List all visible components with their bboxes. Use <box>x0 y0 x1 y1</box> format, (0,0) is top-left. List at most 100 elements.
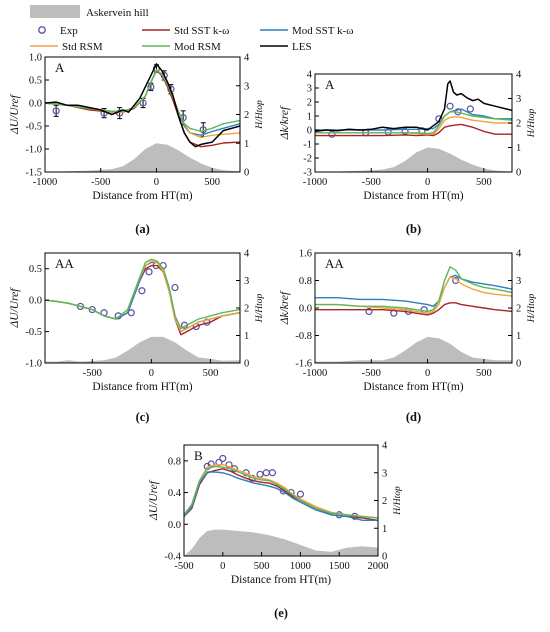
y-tick-label: -1.0 <box>25 359 42 370</box>
y-axis-label: Δk/kref <box>279 105 291 140</box>
y-tick-label: -1.5 <box>25 168 42 179</box>
x-tick-label: -500 <box>91 177 110 188</box>
y-tick-label: -0.4 <box>164 552 181 563</box>
legend-swatch-hill <box>30 5 80 18</box>
panel-label: B <box>194 448 203 463</box>
exp-point <box>88 305 96 314</box>
exp-point <box>145 268 153 276</box>
y-axis-label: ΔU/Uref <box>148 479 160 521</box>
y2-tick-label: 0 <box>382 552 387 563</box>
series-line-les <box>45 63 240 148</box>
hill-area <box>45 143 240 172</box>
y-tick-label: 2 <box>307 98 312 109</box>
series-line-mod-rsm <box>45 258 240 330</box>
panels: -1000 -500 0 500-1.5-1.0-0.50.00.51.001234D… <box>9 53 537 621</box>
y2-tick-label: 1 <box>244 139 249 150</box>
plot-area <box>315 80 512 138</box>
panel-caption: (e) <box>274 606 288 620</box>
y-tick-label: 1 <box>307 112 312 123</box>
plot-area <box>45 63 240 148</box>
hill-area <box>315 336 512 363</box>
x-tick-label: 500 <box>476 177 492 188</box>
series-line-mod-rsm <box>45 69 240 133</box>
y2-tick-label: 4 <box>244 53 250 64</box>
exp-point <box>328 130 336 138</box>
y2-tick-label: 2 <box>516 304 521 315</box>
x-tick-label: 500 <box>254 561 270 572</box>
y-tick-label: 0.0 <box>299 304 312 315</box>
x-tick-label: 500 <box>476 368 492 379</box>
legend-item-std_rsm: Std RSM <box>30 41 103 53</box>
y2-tick-label: 1 <box>382 524 387 535</box>
panel-label: A <box>325 77 335 92</box>
x-axis-label: Distance from HT(m) <box>92 381 192 393</box>
y-tick-label: 0.8 <box>168 456 181 467</box>
y2-tick-label: 2 <box>516 119 521 130</box>
panel-a: -1000 -500 0 500 -1.5 -1.0 -0.5 0.0 0.5 1.0 0 1 2 3 4 D… <box>9 53 265 237</box>
y-tick-label: 0.8 <box>299 276 312 287</box>
x-tick-label: -1000 <box>303 368 328 379</box>
plot-area <box>315 266 512 317</box>
exp-point <box>171 283 179 292</box>
y2-tick-label: 2 <box>244 304 249 315</box>
y2-tick-label: 2 <box>382 496 387 507</box>
legend-item-std_sst: Std SST k-ω <box>142 25 229 37</box>
exp-point <box>446 102 454 110</box>
x-tick-label: 0 <box>425 368 430 379</box>
legend-item-hill: Askervein hill <box>30 5 149 19</box>
legend-label-les: LES <box>292 41 312 53</box>
x-tick-label: 500 <box>203 368 219 379</box>
exp-point <box>365 307 373 316</box>
panel-caption: (a) <box>135 222 150 236</box>
x-axis-label: Distance from HT(m) <box>363 190 463 202</box>
series-line-mod-rsm <box>315 111 512 135</box>
legend-marker-exp <box>38 26 46 34</box>
y-tick-label: 1.0 <box>29 53 42 64</box>
plot-area <box>45 258 240 336</box>
x-axis-label: Distance from HT(m) <box>363 381 463 393</box>
y-tick-label: -1 <box>303 140 312 151</box>
panel-b: -1000 -500 0 500 -3 -2 -1 0 1 2 3 4 0 1 2 3 4 Distance fr… <box>279 70 537 237</box>
y2-tick-label: 1 <box>516 331 521 342</box>
x-axis-label: Distance from HT(m) <box>92 190 192 202</box>
y2-tick-label: 1 <box>516 143 521 154</box>
y-tick-label: 0.0 <box>29 296 42 307</box>
exp-point <box>52 107 60 115</box>
legend-item-exp: Exp <box>38 25 78 37</box>
x-tick-label: 2000 <box>368 561 389 572</box>
y2-tick-label: 4 <box>382 441 388 452</box>
y2-tick-label: 3 <box>244 81 249 92</box>
y-tick-label: 4 <box>307 70 313 81</box>
x-tick-label: 0 <box>154 177 159 188</box>
series-line-mod-rsm <box>315 266 512 313</box>
series-line-std-sst-k <box>315 123 512 137</box>
y-axis-label: ΔU/Uref <box>9 93 21 135</box>
panel-d: -1000 -500 0 500 -1.6 -0.8 0.0 0.8 1.6 0 1 2 3 4 Dista… <box>279 249 537 425</box>
x-tick-label: -1000 <box>303 177 328 188</box>
y-tick-label: -3 <box>303 168 312 179</box>
series-line-mod-sst-k <box>315 274 512 307</box>
y2-tick-label: 0 <box>244 359 249 370</box>
y-tick-label: -1.6 <box>295 359 312 370</box>
x-tick-label: 0 <box>425 177 430 188</box>
hill-area <box>315 147 512 172</box>
x-tick-label: 0 <box>220 561 225 572</box>
exp-point <box>139 99 147 107</box>
exp-point <box>262 469 270 477</box>
series-line-mod-rsm <box>184 465 378 519</box>
y-tick-label: 3 <box>307 84 312 95</box>
exp-point <box>76 302 85 311</box>
x-tick-label: -500 <box>362 177 381 188</box>
y2-tick-label: 0 <box>244 168 249 179</box>
y-tick-label: -0.5 <box>25 327 42 338</box>
y-tick-label: -0.8 <box>295 331 312 342</box>
panel-c: -500 0 500 -1.0 -0.5 0.0 0.5 0 1 2 3 4 Distance from… <box>9 249 265 425</box>
y2-axis-label: H/Htop <box>527 294 537 324</box>
legend-item-mod_sst: Mod SST k-ω <box>260 25 353 37</box>
y2-tick-label: 1 <box>244 331 249 342</box>
y-tick-label: 0 <box>307 126 312 137</box>
y2-axis-label: H/Htop <box>393 486 403 516</box>
legend: Askervein hill Exp Std SST k-ω Mod SST k-ω S… <box>30 5 353 53</box>
series-line-std-sst-k <box>184 468 378 521</box>
